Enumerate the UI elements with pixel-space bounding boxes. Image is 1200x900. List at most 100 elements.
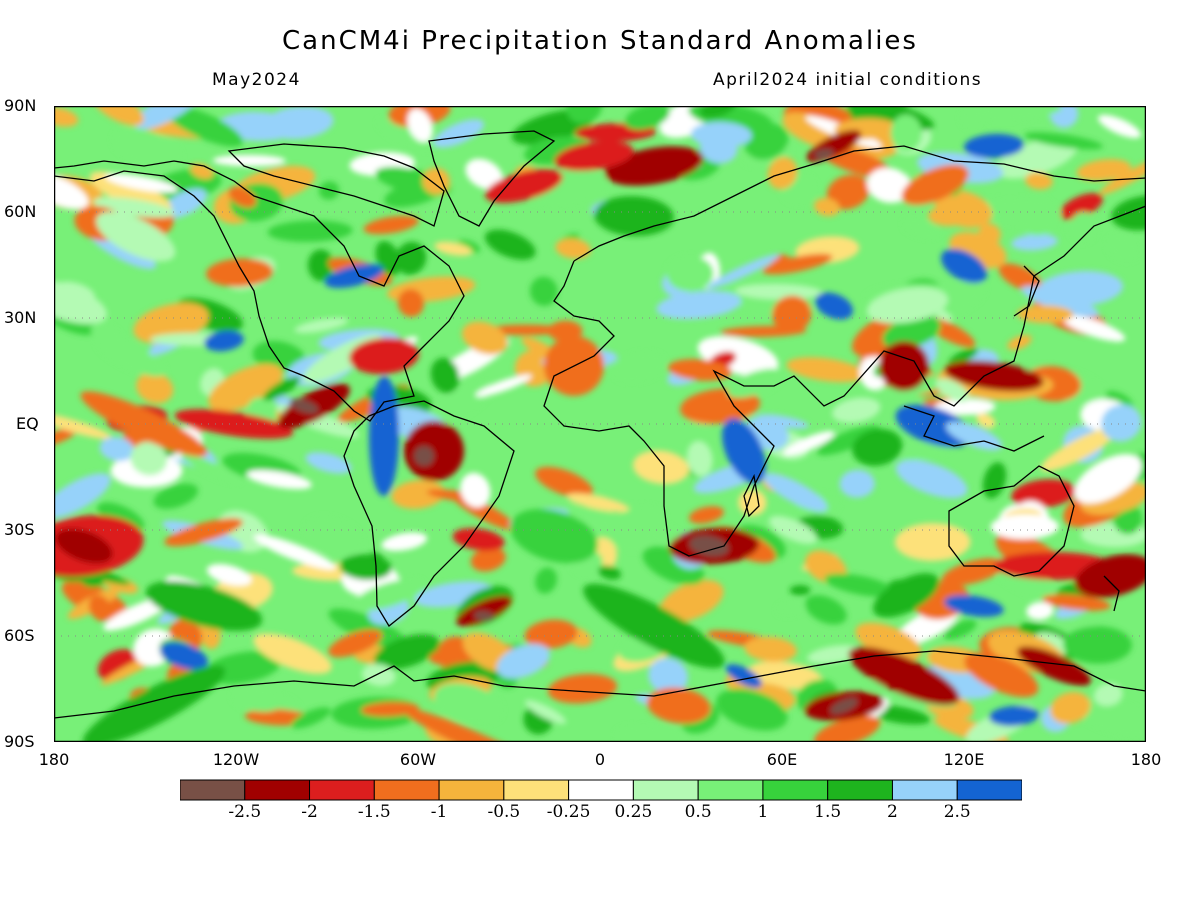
anomaly-patch bbox=[96, 211, 176, 262]
anomaly-patch bbox=[54, 473, 111, 518]
anomaly-map bbox=[54, 106, 1146, 742]
anomaly-patch bbox=[1073, 697, 1146, 736]
graticule bbox=[54, 211, 1146, 637]
anomaly-patch bbox=[212, 154, 286, 167]
lat-tick-30n: 30N bbox=[4, 308, 37, 327]
anomaly-patch bbox=[1074, 554, 1146, 598]
anomaly-patch bbox=[452, 528, 505, 551]
anomaly-patch bbox=[977, 223, 1001, 247]
anomaly-patch bbox=[404, 421, 464, 481]
anomaly-patch bbox=[583, 583, 725, 669]
anomaly-patch bbox=[890, 114, 922, 152]
lat-tick-60n: 60N bbox=[4, 202, 37, 221]
anomaly-patch bbox=[99, 436, 135, 462]
japan-coast bbox=[1013, 265, 1040, 317]
eurasia-africa-coast bbox=[543, 205, 1146, 557]
anomaly-patch bbox=[425, 382, 492, 426]
colorbar-swatch bbox=[891, 779, 958, 801]
anomaly-patch bbox=[305, 516, 363, 556]
anomaly-patch bbox=[465, 158, 503, 190]
new-zealand-coast bbox=[1103, 575, 1120, 612]
anomaly-patch bbox=[554, 141, 634, 171]
anomaly-patch bbox=[852, 428, 903, 467]
anomaly-patch bbox=[1093, 683, 1123, 707]
lon-tick-180e: 180 bbox=[1130, 750, 1162, 769]
anomaly-patch bbox=[720, 325, 807, 338]
colorbar-swatch bbox=[827, 779, 893, 801]
lon-tick-120e: 120E bbox=[943, 750, 985, 769]
anomaly-patch bbox=[555, 238, 591, 259]
colorbar-swatch bbox=[180, 779, 246, 801]
anomaly-patch bbox=[659, 580, 724, 623]
anomaly-patch bbox=[738, 489, 767, 516]
lat-tick-90n: 90N bbox=[4, 96, 37, 115]
australia-coast bbox=[948, 465, 1075, 577]
anomaly-patch bbox=[830, 697, 858, 715]
anomaly-patch bbox=[1098, 114, 1141, 139]
anomaly-patch bbox=[524, 700, 567, 724]
anomaly-patch bbox=[92, 106, 144, 126]
anomaly-patch bbox=[422, 167, 450, 195]
anomaly-patch bbox=[130, 441, 168, 476]
anomaly-patch bbox=[1011, 479, 1076, 509]
anomaly-patch bbox=[814, 148, 834, 160]
colorbar-label: -0.5 bbox=[487, 802, 521, 822]
anomaly-patch bbox=[1069, 212, 1097, 243]
anomaly-patch bbox=[990, 514, 1059, 540]
anomaly-patch bbox=[727, 368, 784, 398]
anomaly-patch bbox=[253, 633, 332, 674]
anomaly-patch bbox=[1099, 156, 1146, 195]
anomaly-patch bbox=[180, 453, 241, 483]
anomaly-patch bbox=[848, 646, 960, 706]
anomaly-patch bbox=[716, 688, 788, 731]
anomaly-patch bbox=[485, 324, 567, 336]
anomaly-patch bbox=[162, 188, 207, 219]
colorbar-label: 0.25 bbox=[614, 802, 653, 822]
anomaly-patch bbox=[624, 106, 670, 130]
anomaly-patch bbox=[530, 276, 558, 306]
colorbar-label: 0.5 bbox=[684, 802, 712, 822]
colorbar-label: 1 bbox=[757, 802, 769, 822]
anomaly-patch bbox=[54, 107, 79, 127]
anomaly-patch bbox=[433, 683, 503, 724]
anomaly-patch bbox=[159, 642, 209, 670]
valid-month: May2024 bbox=[212, 70, 301, 90]
anomaly-patch bbox=[807, 644, 862, 664]
anomaly-patch bbox=[895, 404, 973, 448]
anomaly-patch bbox=[1042, 594, 1111, 611]
anomaly-patch bbox=[105, 173, 178, 193]
lon-tick-60e: 60E bbox=[766, 750, 798, 769]
anomaly-patch bbox=[689, 535, 729, 557]
anomaly-patch bbox=[699, 106, 737, 118]
anomaly-patch bbox=[826, 174, 870, 210]
anomaly-patch bbox=[206, 258, 274, 287]
anomaly-patch bbox=[1024, 132, 1103, 150]
anomaly-patch bbox=[461, 321, 508, 355]
anomaly-patch bbox=[206, 563, 252, 586]
anomaly-patch bbox=[82, 665, 226, 742]
anomaly-patch bbox=[164, 106, 244, 147]
anomaly-patch bbox=[1026, 601, 1054, 620]
anomaly-patch bbox=[349, 337, 419, 375]
anomaly-patch bbox=[941, 248, 987, 284]
south-america-coast bbox=[343, 400, 515, 627]
anomaly-patch bbox=[855, 622, 922, 662]
anomaly-patch bbox=[1076, 159, 1131, 181]
anomaly-patch bbox=[153, 483, 199, 509]
anomaly-patch bbox=[770, 254, 796, 273]
anomaly-patch bbox=[768, 515, 818, 544]
anomaly-patch bbox=[646, 687, 711, 724]
anomaly-patch bbox=[935, 378, 970, 402]
anomaly-patch bbox=[813, 197, 840, 217]
anomaly-patch bbox=[777, 600, 807, 616]
anomaly-patch bbox=[1024, 172, 1053, 190]
colorbar-label: -1.5 bbox=[357, 802, 391, 822]
anomaly-patch bbox=[989, 705, 1039, 727]
anomaly-patch bbox=[164, 518, 243, 547]
colorbar-swatch bbox=[373, 779, 440, 801]
anomaly-patch bbox=[395, 241, 427, 275]
colorbar bbox=[180, 779, 1022, 801]
lat-tick-90s: 90S bbox=[4, 732, 35, 751]
anomaly-field bbox=[54, 106, 1146, 742]
anomaly-patch bbox=[112, 128, 182, 169]
